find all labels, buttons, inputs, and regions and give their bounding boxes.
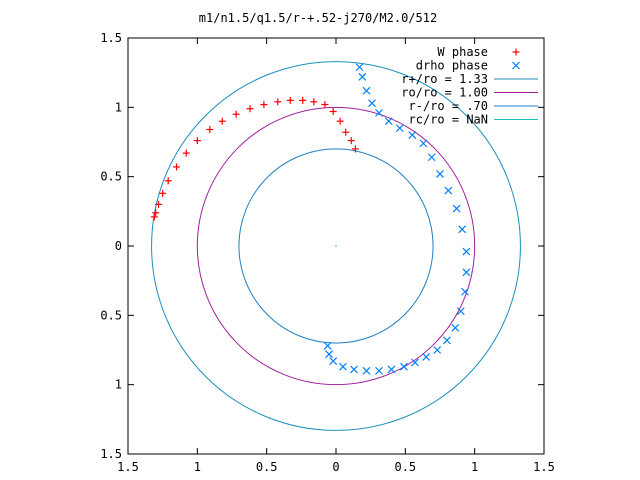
axis-ticks: 1.5 1 0.5 0 0.5 1 1.51.510.500.511.5 [100,31,555,474]
x-tick-label: 0.5 [394,460,416,474]
drho-phase-point-b [400,362,408,371]
drho-phase-point-b [411,358,419,367]
drho-phase-point-b [375,366,383,375]
legend-label: r-/ro = .70 [409,99,488,113]
drho-phase-series [323,63,471,375]
drho-phase-point-b [358,72,367,81]
drho-phase-point-b [325,350,333,359]
drho-phase-point-b [408,131,417,139]
x-tick-label: 1.5 [117,460,139,474]
y-tick-label: 0.5 [100,308,122,322]
drho-phase-point-b [461,287,469,296]
drho-phase-point-b [443,336,451,345]
legend-label: drho phase [416,59,488,73]
y-tick-label: 0.5 [100,170,122,184]
x-tick-label: 0 [332,460,339,474]
x-tick-label: 1 [471,460,478,474]
y-tick-label: 1 [115,100,122,114]
legend-label: W phase [437,45,488,59]
x-tick-label: 0.5 [256,460,278,474]
drho-phase-point-b [422,353,431,361]
x-tick-label: 1.5 [533,460,555,474]
drho-phase-point-b [323,341,332,350]
legend-label: ro/ro = 1.00 [401,86,488,100]
drho-phase-point-b [339,362,347,371]
y-tick-label: 0 [115,239,122,253]
drho-phase-point-b [350,365,358,374]
drho-phase-point-b [419,139,428,148]
drho-phase-point-b [355,63,364,72]
y-tick-label: 1 [115,378,122,392]
legend-label: r+/ro = 1.33 [401,72,488,86]
drho-phase-point-b [444,186,453,195]
drho-phase-point-b [329,357,338,366]
drho-phase-point-b [512,61,520,70]
data-points [150,63,471,375]
reference-circle [151,61,521,431]
drho-phase-point-b [462,268,471,277]
drho-phase-point-b [427,153,436,162]
drho-phase-point-b [375,108,383,117]
y-tick-label: 1.5 [100,447,122,461]
chart-title: m1/n1.5/q1.5/r-+.52-j270/M2.0/512 [199,11,437,25]
reference-circle [238,148,434,344]
drho-phase-point-b [458,225,467,234]
drho-phase-point-b [362,86,371,95]
reference-circle [196,106,476,386]
drho-phase-point-b [456,307,465,316]
drho-phase-point-b [387,365,396,374]
drho-phase-point-b [362,366,371,375]
drho-phase-point-b [452,204,461,213]
drho-phase-point-b [462,247,471,256]
drho-phase-point-b [451,323,460,332]
drho-phase-point-b [384,117,393,126]
legend-label: rc/ro = NaN [409,113,488,127]
drho-phase-point-b [436,169,444,178]
x-tick-label: 1 [194,460,201,474]
center-dot [335,245,337,247]
drho-phase-point-b [395,124,404,133]
drho-phase-point-b [433,346,442,354]
reference-circles [151,61,521,431]
y-tick-label: 1.5 [100,31,122,45]
w-phase-series [150,96,359,221]
drho-phase-point-b [368,99,376,108]
